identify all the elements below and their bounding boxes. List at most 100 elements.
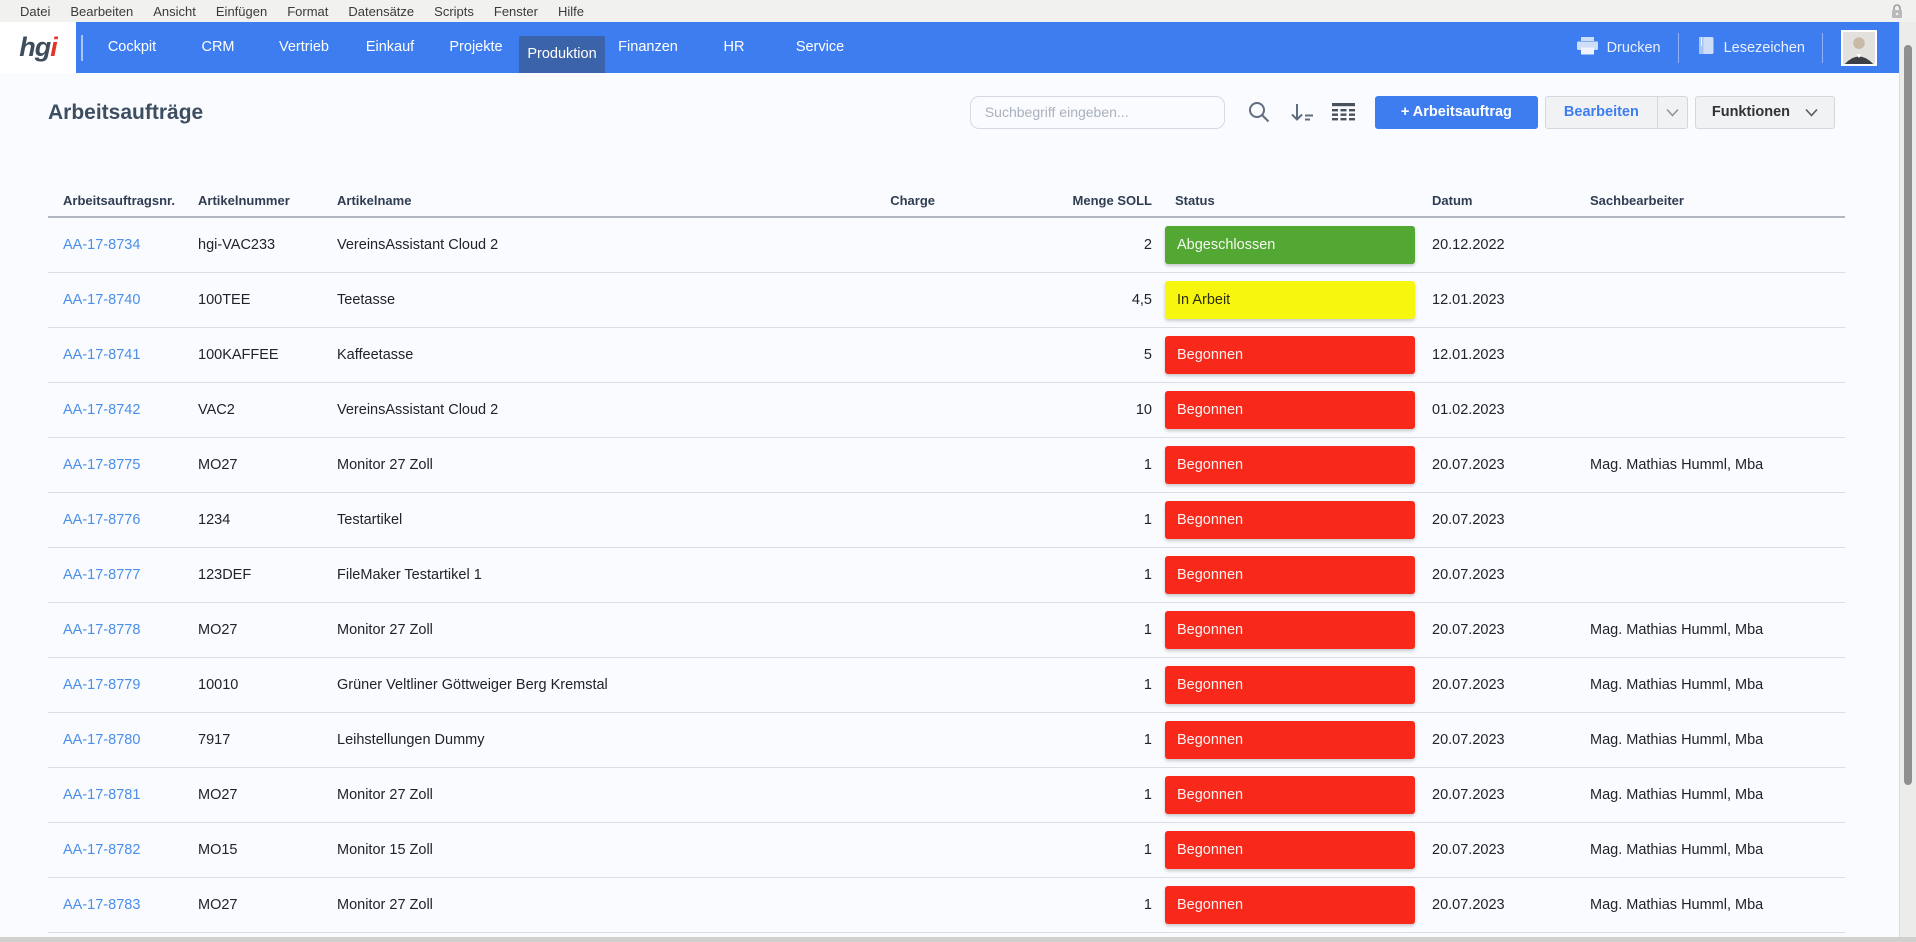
status-badge[interactable]: Begonnen: [1165, 501, 1415, 539]
status-badge[interactable]: Abgeschlossen: [1165, 226, 1415, 264]
functions-label: Funktionen: [1712, 104, 1790, 120]
nav-tab-crm[interactable]: CRM: [175, 22, 261, 73]
workorder-link[interactable]: AA-17-8776: [48, 512, 198, 528]
cell-datum: 20.07.2023: [1432, 457, 1590, 473]
cell-menge-soll: 1: [935, 842, 1152, 858]
cell-datum: 12.01.2023: [1432, 292, 1590, 308]
workorder-link[interactable]: AA-17-8779: [48, 677, 198, 693]
status-badge[interactable]: Begonnen: [1165, 886, 1415, 924]
edit-button[interactable]: Bearbeiten: [1546, 104, 1657, 120]
cell-sachbearbeiter: Mag. Mathias Humml, Mba: [1590, 842, 1845, 858]
cell-artikelname: Testartikel: [337, 512, 757, 528]
menu-item-ansicht[interactable]: Ansicht: [143, 4, 206, 19]
menu-item-datei[interactable]: Datei: [10, 4, 60, 19]
status-badge[interactable]: Begonnen: [1165, 336, 1415, 374]
app-logo[interactable]: hgi: [0, 22, 76, 73]
content-area: Arbeitsaufträge + Arbeitsauftrag: [0, 73, 1899, 942]
column-header-status[interactable]: Status: [1152, 193, 1432, 208]
column-header-artikelname[interactable]: Artikelname: [337, 193, 757, 208]
bookmark-label: Lesezeichen: [1724, 40, 1805, 56]
cell-status: Begonnen: [1152, 666, 1432, 704]
table-body: AA-17-8734hgi-VAC233VereinsAssistant Clo…: [48, 218, 1845, 933]
status-badge[interactable]: In Arbeit: [1165, 281, 1415, 319]
cell-datum: 20.07.2023: [1432, 732, 1590, 748]
nav-tab-service[interactable]: Service: [777, 22, 863, 73]
workorder-link[interactable]: AA-17-8783: [48, 897, 198, 913]
cell-artikelname: Kaffeetasse: [337, 347, 757, 363]
cell-menge-soll: 10: [935, 402, 1152, 418]
cell-status: In Arbeit: [1152, 281, 1432, 319]
column-header-charge[interactable]: Charge: [757, 193, 935, 208]
status-badge[interactable]: Begonnen: [1165, 776, 1415, 814]
lock-icon: [1890, 3, 1904, 22]
workorder-link[interactable]: AA-17-8740: [48, 292, 198, 308]
workorder-link[interactable]: AA-17-8778: [48, 622, 198, 638]
bookmark-button[interactable]: Lesezeichen: [1679, 22, 1822, 73]
nav-divider: [1822, 33, 1823, 63]
print-button[interactable]: Drucken: [1560, 22, 1678, 73]
status-badge[interactable]: Begonnen: [1165, 611, 1415, 649]
column-header-artikelnummer[interactable]: Artikelnummer: [198, 193, 337, 208]
status-badge[interactable]: Begonnen: [1165, 446, 1415, 484]
add-workorder-button[interactable]: + Arbeitsauftrag: [1375, 96, 1538, 129]
cell-artikelnummer: MO27: [198, 457, 337, 473]
workorder-link[interactable]: AA-17-8777: [48, 567, 198, 583]
nav-tab-cockpit[interactable]: Cockpit: [89, 22, 175, 73]
workorder-link[interactable]: AA-17-8780: [48, 732, 198, 748]
menu-item-datens-tze[interactable]: Datensätze: [338, 4, 424, 19]
nav-tab-finanzen[interactable]: Finanzen: [605, 22, 691, 73]
functions-button[interactable]: Funktionen: [1695, 96, 1835, 129]
vertical-scrollbar-thumb[interactable]: [1904, 45, 1912, 785]
nav-tab-vertrieb[interactable]: Vertrieb: [261, 22, 347, 73]
menu-item-bearbeiten[interactable]: Bearbeiten: [60, 4, 143, 19]
cell-menge-soll: 4,5: [935, 292, 1152, 308]
menu-item-hilfe[interactable]: Hilfe: [548, 4, 594, 19]
cell-artikelname: Grüner Veltliner Göttweiger Berg Kremsta…: [337, 677, 757, 693]
nav-tab-einkauf[interactable]: Einkauf: [347, 22, 433, 73]
nav-tab-produktion[interactable]: Produktion: [519, 36, 605, 73]
sort-descending-icon[interactable]: [1289, 101, 1314, 123]
vertical-scrollbar-track[interactable]: [1899, 22, 1916, 942]
status-badge[interactable]: Begonnen: [1165, 556, 1415, 594]
workorder-link[interactable]: AA-17-8782: [48, 842, 198, 858]
user-avatar[interactable]: [1841, 30, 1877, 66]
column-header-datum[interactable]: Datum: [1432, 193, 1590, 208]
table-view-icon[interactable]: [1332, 102, 1357, 122]
menu-item-scripts[interactable]: Scripts: [424, 4, 484, 19]
cell-sachbearbeiter: Mag. Mathias Humml, Mba: [1590, 897, 1845, 913]
status-badge[interactable]: Begonnen: [1165, 666, 1415, 704]
workorder-link[interactable]: AA-17-8781: [48, 787, 198, 803]
column-header-arbeitsauftragsnr[interactable]: Arbeitsauftragsnr.: [48, 193, 198, 208]
status-badge[interactable]: Begonnen: [1165, 391, 1415, 429]
cell-artikelnummer: 10010: [198, 677, 337, 693]
search-icon[interactable]: [1247, 100, 1271, 124]
workorder-link[interactable]: AA-17-8734: [48, 237, 198, 253]
table-row: AA-17-8742VAC2VereinsAssistant Cloud 210…: [48, 383, 1845, 438]
workorder-link[interactable]: AA-17-8742: [48, 402, 198, 418]
module-tabs: CockpitCRMVertriebEinkaufProjekteProdukt…: [89, 22, 863, 73]
nav-tab-hr[interactable]: HR: [691, 22, 777, 73]
cell-datum: 01.02.2023: [1432, 402, 1590, 418]
workorder-link[interactable]: AA-17-8741: [48, 347, 198, 363]
cell-status: Begonnen: [1152, 336, 1432, 374]
column-header-menge-soll[interactable]: Menge SOLL: [935, 193, 1152, 208]
column-header-sachbearbeiter[interactable]: Sachbearbeiter: [1590, 193, 1845, 208]
cell-status: Abgeschlossen: [1152, 226, 1432, 264]
cell-menge-soll: 1: [935, 897, 1152, 913]
edit-dropdown-toggle[interactable]: [1657, 97, 1687, 128]
menu-item-format[interactable]: Format: [277, 4, 338, 19]
nav-tab-projekte[interactable]: Projekte: [433, 22, 519, 73]
cell-artikelname: Leihstellungen Dummy: [337, 732, 757, 748]
status-badge[interactable]: Begonnen: [1165, 831, 1415, 869]
cell-artikelnummer: 1234: [198, 512, 337, 528]
cell-artikelname: VereinsAssistant Cloud 2: [337, 402, 757, 418]
cell-menge-soll: 5: [935, 347, 1152, 363]
cell-sachbearbeiter: Mag. Mathias Humml, Mba: [1590, 787, 1845, 803]
workorder-link[interactable]: AA-17-8775: [48, 457, 198, 473]
menu-bar-items: DateiBearbeitenAnsichtEinfügenFormatDate…: [10, 4, 594, 19]
menu-item-einf-gen[interactable]: Einfügen: [206, 4, 277, 19]
menu-item-fenster[interactable]: Fenster: [484, 4, 548, 19]
search-input[interactable]: [970, 96, 1225, 129]
table-row: AA-17-8740100TEETeetasse4,5In Arbeit12.0…: [48, 273, 1845, 328]
status-badge[interactable]: Begonnen: [1165, 721, 1415, 759]
